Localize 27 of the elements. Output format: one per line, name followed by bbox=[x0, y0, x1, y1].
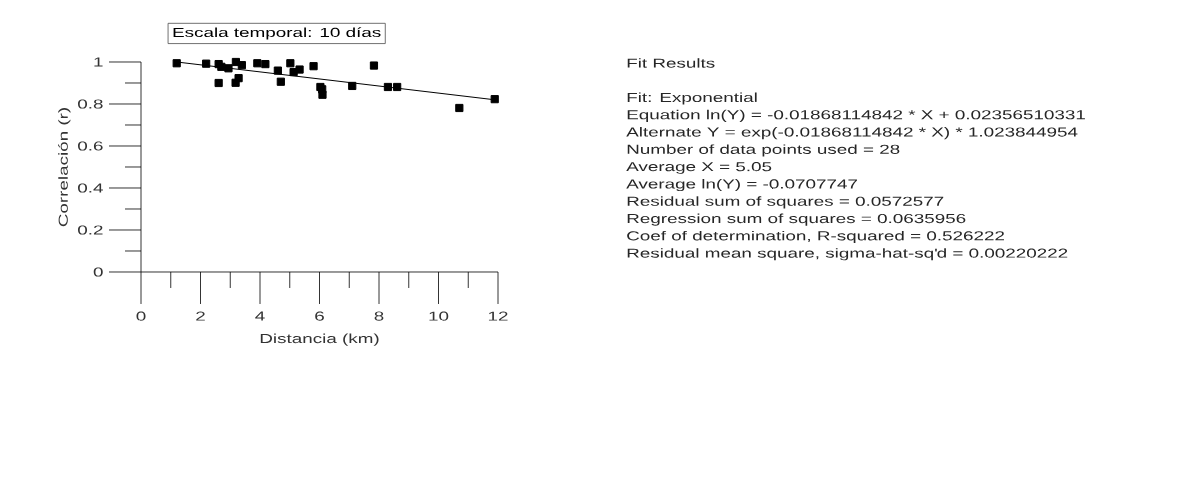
x-tick-label: 10 bbox=[429, 311, 449, 321]
y-tick-label: 0.8 bbox=[78, 99, 103, 109]
x-tick-label: 12 bbox=[488, 311, 508, 321]
text: Coef of determination, R-squared = 0.526222 bbox=[627, 230, 1004, 244]
text: Residual sum of squares = 0.0572577 bbox=[627, 196, 944, 209]
x-tick-label: 8 bbox=[374, 311, 384, 321]
text: Regression sum of squares = 0.0635956 bbox=[627, 213, 966, 226]
x-axis-title: Distancia (km) bbox=[260, 333, 379, 346]
text: Fit Results bbox=[627, 58, 715, 68]
text: Fit: Exponential bbox=[627, 92, 757, 105]
y-tick-label: 0.4 bbox=[78, 183, 103, 193]
text: Average X = 5.05 bbox=[626, 162, 772, 174]
y-tick-label: 0.2 bbox=[78, 225, 103, 235]
y-tick-label: 0 bbox=[93, 267, 103, 277]
x-tick-label: 0 bbox=[136, 311, 146, 321]
y-tick-label: 0.6 bbox=[78, 141, 103, 151]
text: Residual mean square, sigma-hat-sq'd = 0.00220222 bbox=[627, 248, 1068, 261]
y-tick-label: 1 bbox=[94, 57, 103, 67]
chart-title: Escala temporal: 10 días bbox=[173, 27, 381, 40]
text: Average ln(Y) = -0.0707747 bbox=[626, 178, 857, 192]
x-tick-label: 2 bbox=[196, 311, 205, 321]
x-tick-label: 6 bbox=[315, 311, 324, 321]
text: Number of data points used = 28 bbox=[627, 144, 900, 157]
text: Alternate Y = exp(-0.01868114842 * X) * 1.023844954 bbox=[626, 127, 1078, 140]
text: Equation ln(Y) = -0.01868114842 * X + 0.02356510331 bbox=[627, 109, 1085, 122]
x-tick-label: 4 bbox=[255, 311, 265, 321]
y-axis-title: Correlación (r) bbox=[58, 107, 71, 227]
